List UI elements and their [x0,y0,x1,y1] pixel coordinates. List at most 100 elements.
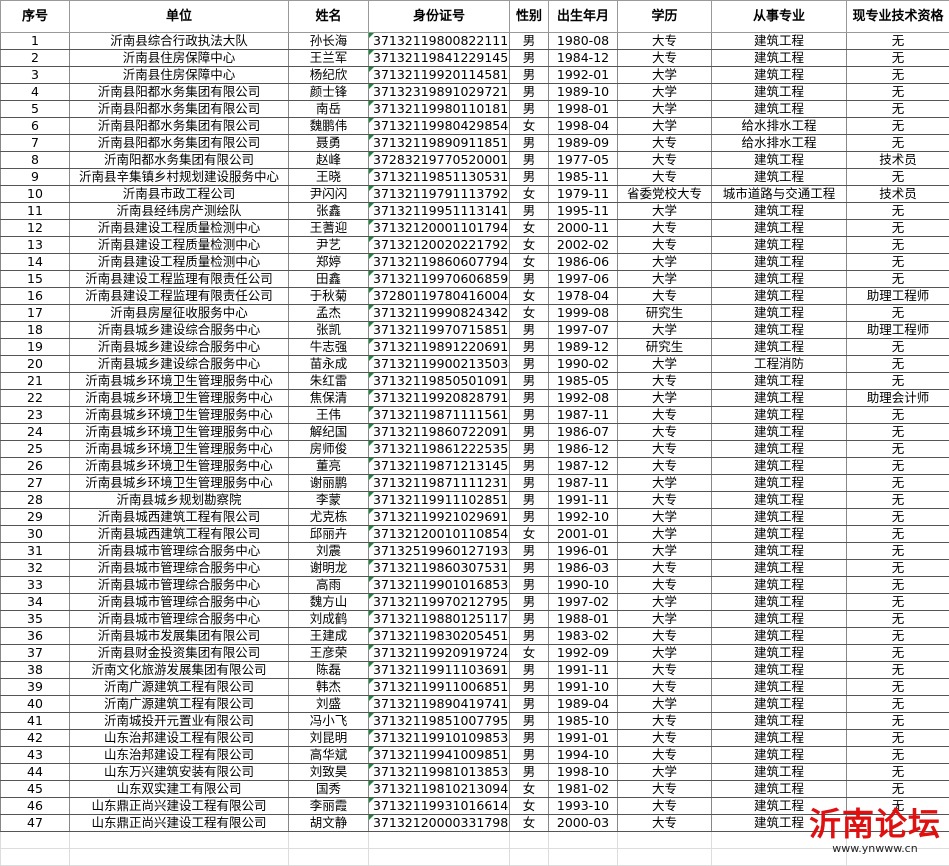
cell: 赵峰 [288,151,369,169]
cell: 1985-11 [548,168,618,186]
cell: 39 [0,678,70,696]
table-row: 18 沂南县城乡建设综合服务中心 张凯 371321199707158519 男 1997… [0,321,949,339]
cell: 沂南县城乡环境卫生管理服务中心 [69,389,289,407]
cell: 8 [0,151,70,169]
cell: 大专 [617,236,712,254]
cell: 男 [509,321,549,339]
cell: 刘致昊 [288,763,369,781]
table-row: 21 沂南县城乡环境卫生管理服务中心 朱红雷 371321198505010917 男 1… [0,372,949,390]
cell: 男 [509,457,549,475]
table-row: 41 沂南城投开元置业有限公司 冯小飞 371321198510077956 男 1985… [0,712,949,730]
cell: 建筑工程 [711,644,847,662]
cell: 建筑工程 [711,236,847,254]
cell: 建筑工程 [711,168,847,186]
cell: 男 [509,440,549,458]
cell: 371321200202217929 [368,236,510,254]
table-row: 45 山东双实建工有限公司 国秀 371321198102130949 女 1981-02… [0,780,949,798]
cell: 高雨 [288,576,369,594]
cell: 1987-12 [548,457,618,475]
cell: 建筑工程 [711,712,847,730]
cell: 山东双实建工有限公司 [69,780,289,798]
cell: 371321198606077942 [368,253,510,271]
table-row: 23 沂南县城乡环境卫生管理服务中心 王伟 371321198711115613 男 19… [0,406,949,424]
cell: 刘成鹤 [288,610,369,628]
cell: 371321200003317986 [368,814,510,832]
cell: 沂南县建设工程质量检测中心 [69,253,289,271]
cell: 男 [509,100,549,118]
empty-cell [69,848,289,866]
cell: 1 [0,32,70,50]
cell: 无 [846,134,949,152]
table-row: 26 沂南县城乡环境卫生管理服务中心 董亮 371321198712131455 男 19… [0,457,949,475]
cell: 大专 [617,678,712,696]
cell: 女 [509,185,549,203]
cell: 371325199601271930 [368,542,510,560]
table-row: 24 沂南县城乡环境卫生管理服务中心 解纪国 371321198607220915 男 1… [0,423,949,441]
cell: 沂南县阳都水务集团有限公司 [69,100,289,118]
cell: 山东治邦建设工程有限公司 [69,729,289,747]
cell: 371321199208287914 [368,389,510,407]
cell: 36 [0,627,70,645]
table-row: 22 沂南县城乡环境卫生管理服务中心 焦保清 371321199208287914 男 1… [0,389,949,407]
cell: 2000-11 [548,219,618,237]
cell: 大学 [617,644,712,662]
cell: 大学 [617,525,712,543]
cell: 建筑工程 [711,253,847,271]
cell: 沂南县城西建筑工程有限公司 [69,525,289,543]
cell: 1984-12 [548,49,618,67]
cell: 刘昆明 [288,729,369,747]
empty-cell [0,831,70,849]
cell: 沂南县城市管理综合服务中心 [69,559,289,577]
cell: 陈磊 [288,661,369,679]
table-row: 38 沂南文化旅游发展集团有限公司 陈磊 371321199111036916 男 199… [0,661,949,679]
cell: 1999-08 [548,304,618,322]
cell: 2001-01 [548,525,618,543]
cell: 371321198505010917 [368,372,510,390]
cell: 大学 [617,321,712,339]
cell: 371321199706068597 [368,270,510,288]
cell: 沂南县城乡环境卫生管理服务中心 [69,372,289,390]
cell: 建筑工程 [711,372,847,390]
cell: 王彦荣 [288,644,369,662]
cell: 11 [0,202,70,220]
cell: 无 [846,406,949,424]
cell: 谢丽鹏 [288,474,369,492]
cell: 371321198412291457 [368,49,510,67]
cell: 371321198510077956 [368,712,510,730]
header-cell: 出生年月 [548,0,618,33]
table-row: 11 沂南县经纬房产测绘队 张鑫 371321199511131410 男 1995-11… [0,202,949,220]
cell: 371321199110068510 [368,678,510,696]
cell: 建筑工程 [711,474,847,492]
cell: 女 [509,117,549,135]
cell: 6 [0,117,70,135]
cell: 男 [509,32,549,50]
cell: 1992-09 [548,644,618,662]
cell: 沂南县住房保障中心 [69,66,289,84]
cell: 371321198607220915 [368,423,510,441]
header-cell: 性别 [509,0,549,33]
table-row: 10 沂南县市政工程公司 尹闪闪 371321197911137927 女 1979-11… [0,185,949,203]
empty-cell [69,831,289,849]
cell: 371321199111036916 [368,661,510,679]
cell: 女 [509,236,549,254]
table-row: 25 沂南县城乡环境卫生管理服务中心 房师俊 371321198612225358 男 1… [0,440,949,458]
cell: 1989-10 [548,83,618,101]
cell: 1986-12 [548,440,618,458]
table-row: 3 沂南县住房保障中心 杨纪欣 371321199201145817 男 1992-01 大… [0,66,949,84]
cell: 1986-03 [548,559,618,577]
cell: 16 [0,287,70,305]
cell: 33 [0,576,70,594]
cell: 沂南广源建筑工程有限公司 [69,695,289,713]
cell: 372801197804160040 [368,287,510,305]
cell: 372832197705200013 [368,151,510,169]
cell: 2002-02 [548,236,618,254]
cell: 19 [0,338,70,356]
cell: 无 [846,542,949,560]
cell: 371321199801101818 [368,100,510,118]
cell: 38 [0,661,70,679]
cell: 男 [509,712,549,730]
cell: 沂南县城市管理综合服务中心 [69,610,289,628]
cell: 371321198801251177 [368,610,510,628]
table-row: 43 山东治邦建设工程有限公司 高华斌 371321199410098519 男 1994… [0,746,949,764]
